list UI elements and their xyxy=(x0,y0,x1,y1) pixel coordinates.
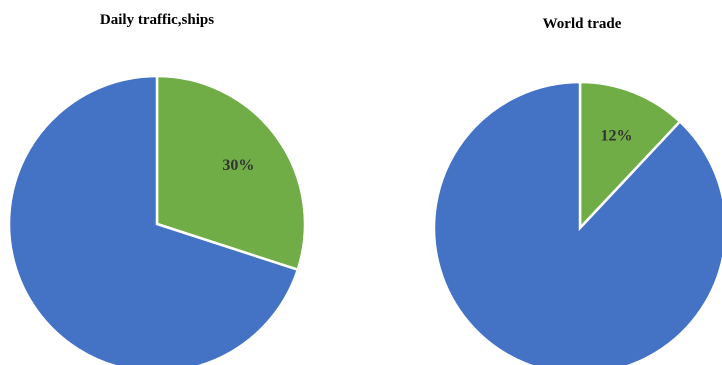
slice-data-label: 30% xyxy=(222,157,254,174)
chart-title: World trade xyxy=(542,16,622,32)
pie-slice xyxy=(7,74,300,365)
pie-chart-world-trade: World trade 12% xyxy=(360,0,722,365)
pie-chart-daily-traffic: Daily traffic,ships 30% xyxy=(0,0,360,365)
pie-svg: 30% xyxy=(7,74,307,365)
pie-slice xyxy=(155,74,307,272)
slice-data-label: 12% xyxy=(601,128,633,145)
pie-svg: 12% xyxy=(432,80,722,365)
pie-slice xyxy=(578,80,682,232)
pie-slice xyxy=(432,80,722,365)
chart-title: Daily traffic,ships xyxy=(99,12,215,28)
